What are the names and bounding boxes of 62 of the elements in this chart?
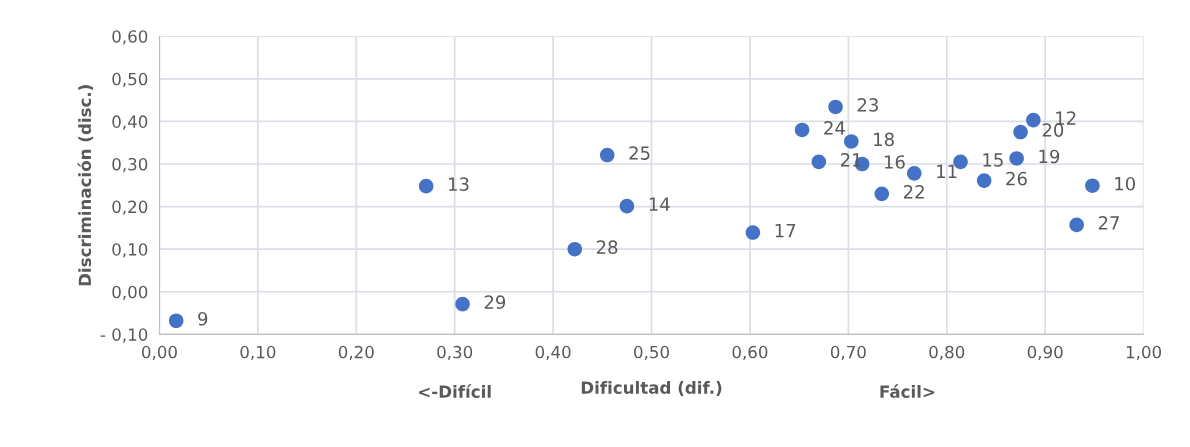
annotation: 9 [198,311,208,326]
point [1013,124,1028,140]
point [874,186,890,202]
x-tick-label: 0,60 [732,345,768,361]
text: Fácil> [880,384,935,398]
x-tick-label: 0,50 [634,345,669,361]
annotation: 28 [596,240,618,255]
annotation: 17 [775,223,796,238]
annotation: 18 [874,132,894,147]
point [811,154,827,170]
x-tick-label: 0,40 [535,345,571,361]
x-tick-label: 0,30 [437,345,473,361]
point [619,198,635,214]
point [907,166,922,181]
x-tick-label: 0,70 [830,345,866,361]
annotation: 16 [884,155,905,169]
annotation: 29 [484,295,506,309]
y-axis-title: Discriminación (disc.) [77,85,94,286]
annotation: 24 [824,121,845,135]
text: <-Difícil [419,384,491,398]
y-tick-label: 0,00 [112,285,148,301]
x-tick-label: 0,20 [338,345,374,361]
x-tick-label: 1,00 [1126,345,1162,361]
y-tick-label: - 0,10 [100,328,148,343]
point [455,296,470,312]
point [418,178,434,194]
point [1085,178,1100,193]
y-tick-label: 0,60 [112,30,148,45]
x-axis-title: Dificultad (dif.) [581,381,722,396]
annotation: 20 [1042,123,1064,137]
x-tick-label: 0,80 [929,345,965,361]
y-tick-label: 0,50 [112,72,148,88]
annotation: 11 [937,164,957,178]
x-tick-label: 0,10 [240,345,276,361]
y-tick-label: 0,40 [112,115,148,130]
annotation: 14 [649,197,670,211]
point [168,313,184,329]
point [745,225,761,240]
point [1026,112,1041,128]
annotation: 27 [1098,216,1119,230]
annotation: 22 [903,184,924,199]
annotation: 19 [1039,149,1060,164]
y-tick-label: 0,30 [112,157,148,173]
point [567,241,583,257]
annotation: 26 [1006,171,1027,186]
annotation: 23 [857,98,878,112]
point [828,99,843,115]
annotation: 12 [1056,111,1076,125]
x-tick-label: 0,90 [1027,345,1063,361]
annotation: 25 [629,146,650,160]
annotation: 13 [448,177,469,191]
point [976,173,992,188]
point [794,122,810,138]
y-tick-label: 0,20 [112,200,148,215]
point [1009,151,1024,166]
y-tick-label: 0,10 [112,243,148,258]
point [599,147,615,163]
point [1069,217,1084,233]
annotation: 10 [1115,176,1136,191]
annotation: 15 [983,153,1003,167]
point [844,134,859,149]
x-tick-label: 0,00 [142,345,177,361]
